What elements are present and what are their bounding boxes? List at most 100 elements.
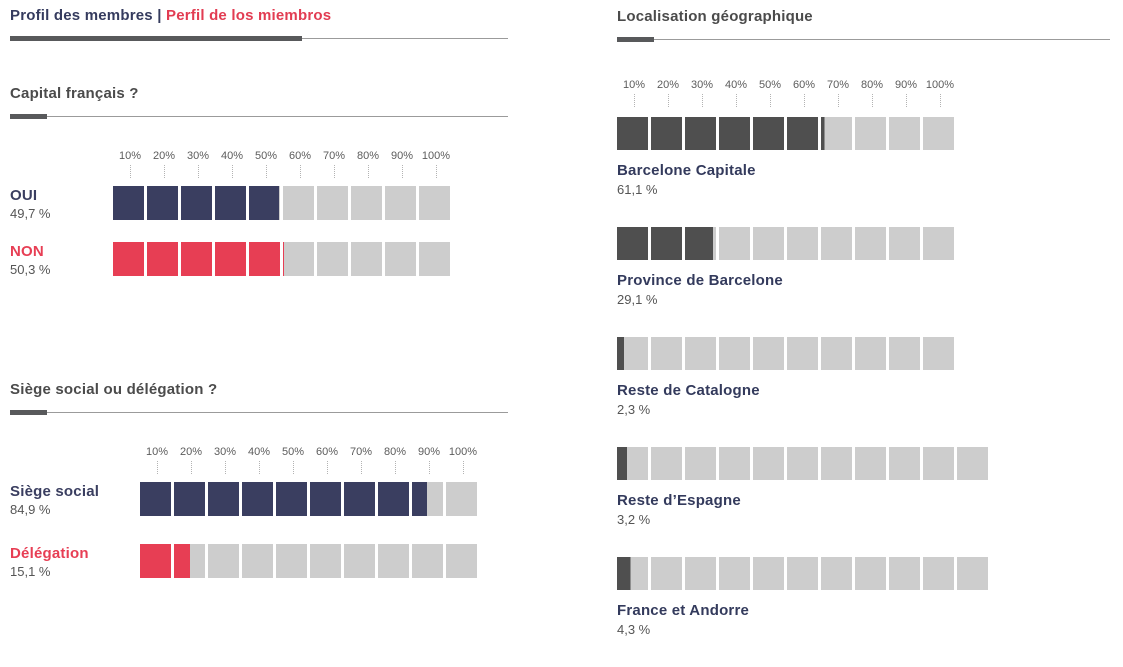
bar-segment bbox=[685, 337, 716, 370]
bar-segment bbox=[242, 482, 273, 516]
segmented-bar bbox=[140, 482, 477, 516]
bar-segment bbox=[147, 186, 178, 220]
bar-segment bbox=[889, 337, 920, 370]
page-title-separator: | bbox=[157, 7, 162, 24]
scale-cell: 30% bbox=[208, 446, 242, 474]
scale-tick-label: 60% bbox=[315, 446, 339, 458]
divider-line bbox=[47, 116, 508, 117]
row-value: 49,7 % bbox=[10, 206, 51, 221]
row-value: 3,2 % bbox=[617, 512, 651, 527]
row-header: OUI 49,7 % bbox=[10, 186, 113, 221]
scale-tick-mark bbox=[163, 165, 165, 178]
chart-row: Barcelone Capitale 61,1 % bbox=[617, 117, 1110, 198]
page-title: Profil des membres | Perfil de los miemb… bbox=[10, 7, 508, 24]
scale-cell: 20% bbox=[147, 150, 181, 178]
bar-segment bbox=[419, 242, 450, 276]
scale-tick-mark bbox=[156, 461, 158, 474]
bar-segment bbox=[351, 242, 382, 276]
bar-segment bbox=[855, 557, 886, 590]
bar-segment bbox=[719, 557, 750, 590]
bar-segment bbox=[310, 544, 341, 578]
scale-tick-label: 90% bbox=[894, 79, 918, 91]
scale-cell: 100% bbox=[419, 150, 453, 178]
scale-cell: 40% bbox=[215, 150, 249, 178]
divider-thick-segment bbox=[10, 114, 47, 119]
scale-tick-mark bbox=[462, 461, 464, 474]
bar-segment bbox=[821, 557, 852, 590]
bar-segment bbox=[140, 482, 171, 516]
row-label: Reste d’Espagne bbox=[617, 492, 741, 509]
bar-segment bbox=[753, 447, 784, 480]
scale-tick-label: 100% bbox=[925, 79, 955, 91]
scale-tick-label: 10% bbox=[118, 150, 142, 162]
bar-segment bbox=[242, 544, 273, 578]
chart-row: Province de Barcelone 29,1 % bbox=[617, 227, 1110, 308]
scale-tick-mark bbox=[333, 165, 335, 178]
row-value: 61,1 % bbox=[617, 182, 658, 197]
scale-tick-mark bbox=[394, 461, 396, 474]
bar-segment bbox=[821, 227, 852, 260]
bar-segment bbox=[923, 227, 954, 260]
bar-segment bbox=[147, 242, 178, 276]
scale-cell: 50% bbox=[249, 150, 283, 178]
page-title-spanish: Perfil de los miembros bbox=[165, 7, 332, 24]
row-value: 84,9 % bbox=[10, 502, 51, 517]
scale-cell: 20% bbox=[651, 79, 685, 107]
scale-tick-mark bbox=[231, 165, 233, 178]
bar-segment bbox=[685, 117, 716, 150]
bar-segment bbox=[419, 186, 450, 220]
bar-segment bbox=[617, 117, 648, 150]
chart-row: France et Andorre 4,3 % bbox=[617, 557, 1110, 638]
scale-cell: 10% bbox=[617, 79, 651, 107]
bar-segment bbox=[113, 242, 144, 276]
scale-tick-mark bbox=[265, 165, 267, 178]
bar-segment bbox=[651, 557, 682, 590]
bar-segment bbox=[385, 186, 416, 220]
segmented-bar bbox=[113, 242, 450, 276]
scale-cell: 20% bbox=[174, 446, 208, 474]
bar-segment bbox=[344, 482, 375, 516]
bar-segment bbox=[923, 117, 954, 150]
bar-segment bbox=[787, 337, 818, 370]
scale-tick-label: 100% bbox=[448, 446, 478, 458]
bar-segment bbox=[378, 544, 409, 578]
segmented-bar bbox=[617, 117, 1110, 150]
bar-segment bbox=[446, 544, 477, 578]
scale-cell: 90% bbox=[889, 79, 923, 107]
scale-cell: 60% bbox=[283, 150, 317, 178]
scale-cell: 80% bbox=[855, 79, 889, 107]
percent-scale: 10% 20% 30% 40% 50% 60% 70% 80% 90% 100% bbox=[10, 150, 508, 178]
percent-scale: 10% 20% 30% 40% 50% 60% 70% 80% 90% 100% bbox=[617, 79, 1110, 107]
bar-segment bbox=[140, 544, 171, 578]
scale-tick-mark bbox=[360, 461, 362, 474]
bar-segment bbox=[651, 227, 682, 260]
scale-tick-mark bbox=[701, 94, 703, 107]
scale-tick-label: 20% bbox=[152, 150, 176, 162]
scale-tick-mark bbox=[428, 461, 430, 474]
bar-segment bbox=[957, 557, 988, 590]
scale-cell: 40% bbox=[719, 79, 753, 107]
scale-tick-label: 70% bbox=[826, 79, 850, 91]
bar-segment bbox=[787, 557, 818, 590]
bar-segment bbox=[113, 186, 144, 220]
scale-tick-label: 60% bbox=[288, 150, 312, 162]
segmented-bar bbox=[617, 557, 1110, 590]
bar-segment bbox=[719, 117, 750, 150]
scale-tick-mark bbox=[401, 165, 403, 178]
divider-line bbox=[47, 412, 508, 413]
bar-segment bbox=[889, 447, 920, 480]
bar-segment bbox=[351, 186, 382, 220]
scale-tick-mark bbox=[769, 94, 771, 107]
bar-segment bbox=[208, 544, 239, 578]
row-label: Délégation bbox=[10, 545, 89, 562]
section-divider bbox=[10, 114, 508, 119]
bar-segment bbox=[215, 186, 246, 220]
row-label: Reste de Catalogne bbox=[617, 382, 760, 399]
bar-segment bbox=[787, 447, 818, 480]
scale-tick-label: 30% bbox=[186, 150, 210, 162]
scale-cell: 100% bbox=[446, 446, 480, 474]
divider-line bbox=[302, 38, 508, 39]
bar-segment bbox=[310, 482, 341, 516]
bar-segment bbox=[208, 482, 239, 516]
scale-cell: 90% bbox=[385, 150, 419, 178]
